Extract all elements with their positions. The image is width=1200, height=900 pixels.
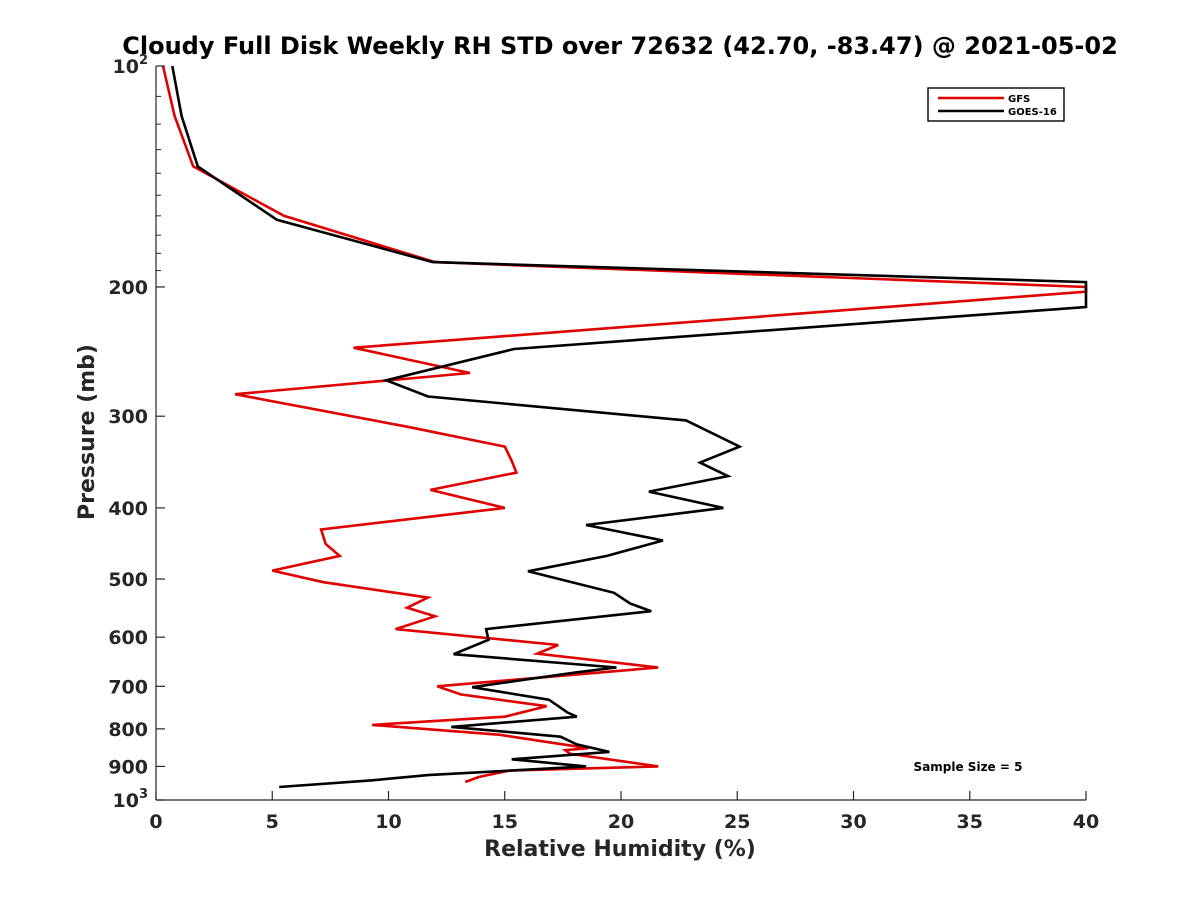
legend-box bbox=[927, 87, 1065, 122]
y-tick-label: 102 bbox=[113, 53, 149, 78]
y-tick-label: 300 bbox=[108, 406, 148, 428]
series-line-gfs bbox=[161, 65, 1088, 784]
legend-label: GFS bbox=[1008, 94, 1030, 105]
axes: 0 5 10 15 20 25 30 35 40 102 200 300 400 500 600 700 800… bbox=[108, 53, 1099, 833]
y-tick-label: 700 bbox=[108, 676, 148, 698]
y-tick-label: 400 bbox=[108, 498, 148, 520]
legend: GFS GOES-16 bbox=[927, 87, 1065, 122]
x-tick-label: 10 bbox=[375, 811, 401, 833]
plot-area bbox=[156, 66, 1086, 800]
series-lines bbox=[161, 65, 1088, 789]
y-tick-label: 600 bbox=[108, 627, 148, 649]
x-tick-label: 25 bbox=[724, 811, 750, 833]
y-tick-label: 800 bbox=[108, 719, 148, 741]
x-tick-label: 15 bbox=[492, 811, 518, 833]
legend-label: GOES-16 bbox=[1008, 107, 1057, 118]
x-tick-label: 30 bbox=[840, 811, 866, 833]
series-line-goes-16 bbox=[171, 65, 1088, 789]
y-axis-label: Pressure (mb) bbox=[75, 344, 100, 520]
x-tick-label: 40 bbox=[1073, 811, 1099, 833]
x-axis-label: Relative Humidity (%) bbox=[484, 837, 756, 862]
x-tick-label: 35 bbox=[957, 811, 983, 833]
y-tick-label: 900 bbox=[108, 756, 148, 778]
x-tick-label: 0 bbox=[149, 811, 162, 833]
y-tick-label: 103 bbox=[113, 787, 149, 812]
chart-title: Cloudy Full Disk Weekly RH STD over 7263… bbox=[122, 32, 1118, 60]
x-tick-label: 20 bbox=[608, 811, 634, 833]
sample-size-annotation: Sample Size = 5 bbox=[914, 760, 1023, 774]
y-tick-label: 200 bbox=[108, 277, 148, 299]
x-tick-label: 5 bbox=[266, 811, 279, 833]
plot-background bbox=[156, 66, 1086, 800]
y-tick-label: 500 bbox=[108, 569, 148, 591]
